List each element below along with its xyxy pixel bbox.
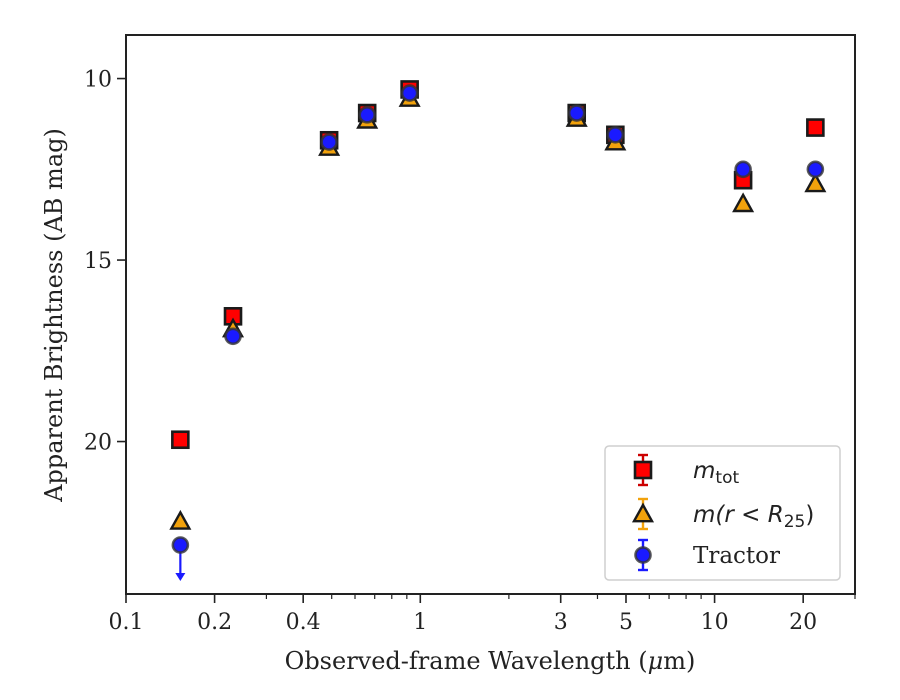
marks-layer	[169, 80, 827, 581]
upper-limit-arrow-head	[175, 572, 186, 581]
x-axis-label: Observed-frame Wavelength (μm)	[285, 647, 696, 675]
data-point-circle	[358, 106, 376, 124]
legend-marker-circle	[634, 546, 652, 564]
legend-label-m-r-r25: m(r < R25)	[693, 502, 814, 532]
plot-frame	[125, 34, 856, 595]
legend-box	[604, 445, 841, 581]
x-tick-label: 3	[554, 610, 568, 635]
data-point-circle	[567, 104, 586, 122]
legend-marker-triangle	[631, 502, 655, 523]
data-point-triangle	[804, 172, 827, 193]
x-tick-label: 1	[413, 610, 427, 635]
y-axis-label: Apparent Brightness (AB mag)	[40, 128, 68, 503]
data-point-circle	[400, 84, 419, 102]
legend-marker-square	[633, 460, 653, 480]
legend: mtot m(r < R25) Tractor	[604, 445, 841, 581]
data-point-circle	[224, 327, 242, 346]
legend-markers	[631, 453, 655, 572]
y-tick-label: 20	[84, 431, 112, 456]
y-tick-label: 10	[84, 68, 112, 93]
data-point-circle	[606, 126, 625, 144]
x-tick-label: 10	[701, 610, 729, 635]
x-tick-label: 0.1	[109, 610, 144, 635]
ticks-layer: 0.1 0.2 0.4 1 3 5 10 20 10 15 20	[84, 68, 856, 635]
x-tick-label: 0.2	[197, 610, 232, 635]
y-tick-label: 15	[84, 249, 112, 274]
x-tick-label: 20	[789, 610, 817, 635]
series-square	[171, 80, 825, 450]
x-tick-label: 0.4	[286, 610, 321, 635]
data-point-circle	[806, 160, 825, 179]
data-point-triangle	[169, 509, 192, 530]
data-point-square	[171, 430, 190, 450]
data-point-square	[806, 118, 825, 137]
x-tick-label: 5	[619, 610, 633, 635]
data-point-circle	[734, 160, 752, 179]
data-point-triangle	[732, 192, 755, 213]
data-point-circle	[171, 536, 190, 554]
data-point-circle	[320, 133, 338, 151]
series-circle	[171, 84, 825, 581]
legend-label-tractor: Tractor	[693, 543, 780, 569]
